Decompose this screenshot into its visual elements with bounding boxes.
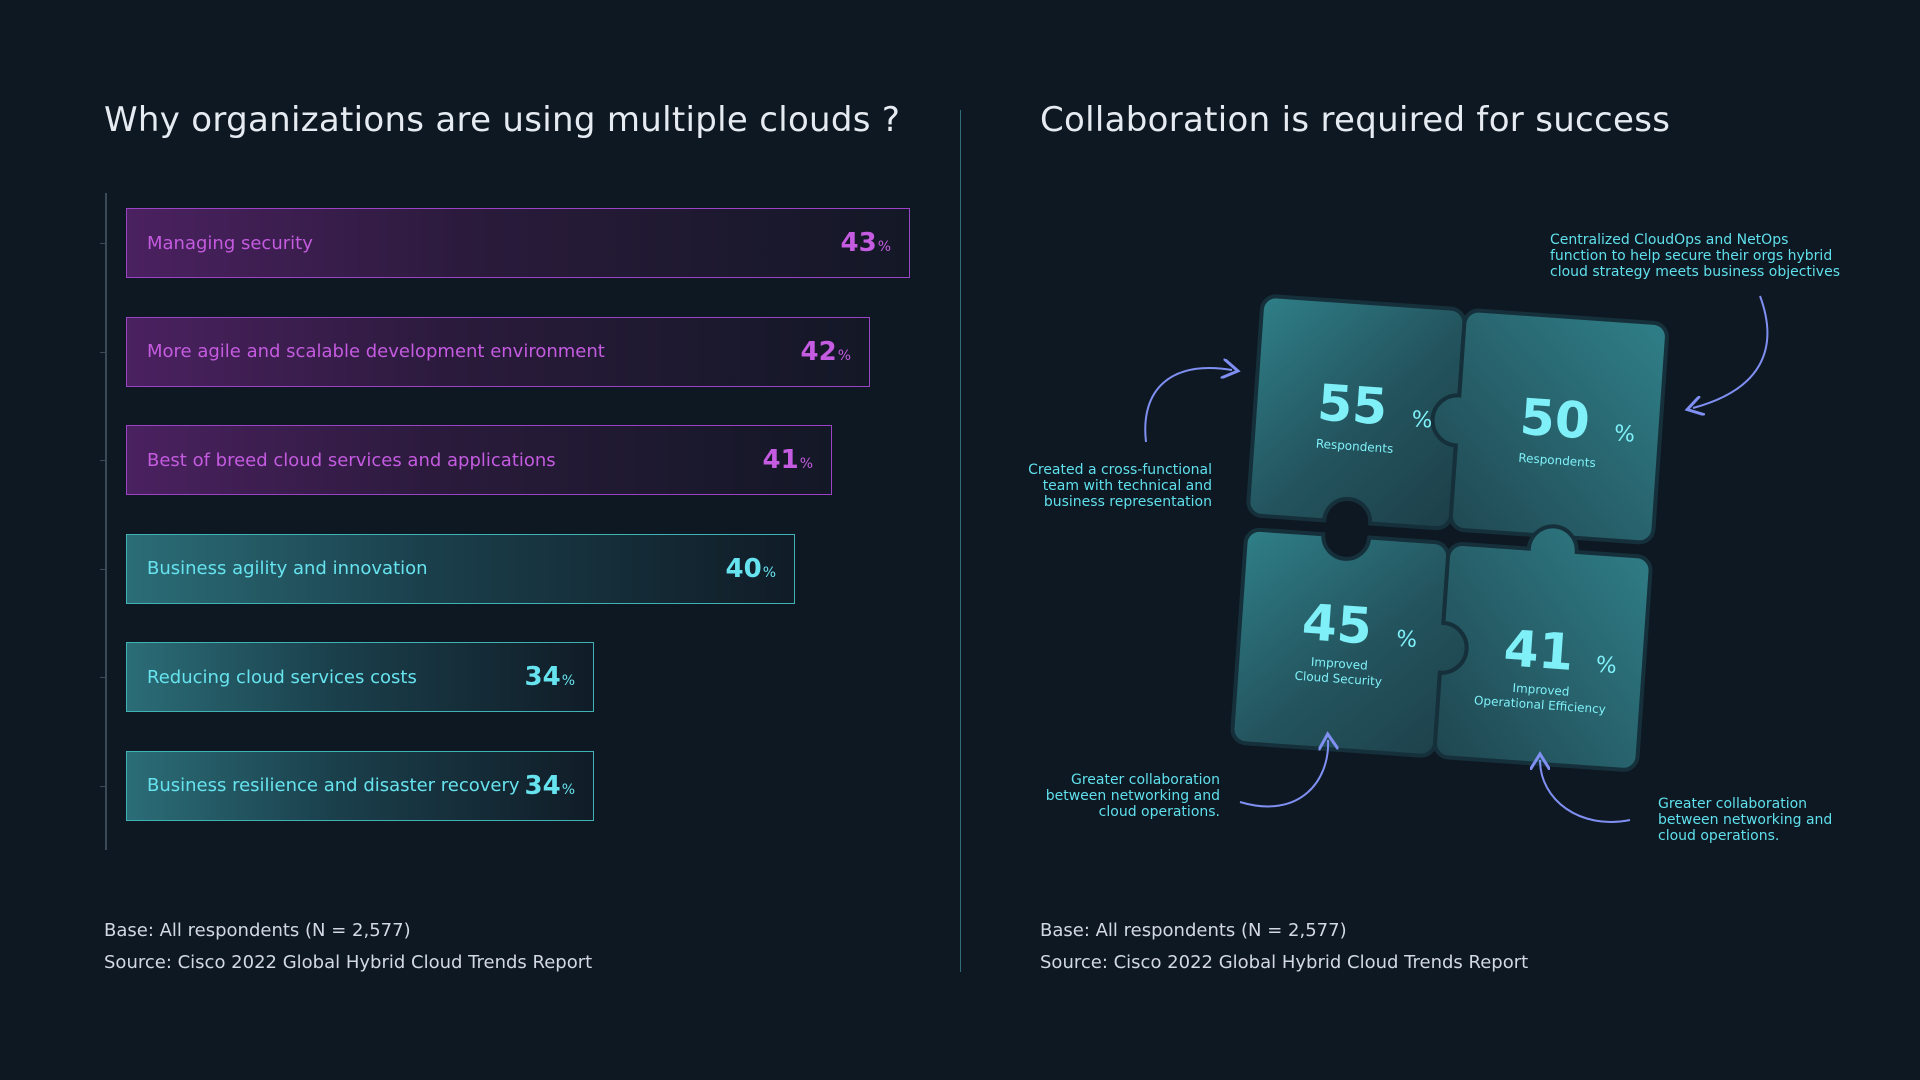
bar-value-unit: % <box>799 456 813 472</box>
bar-value: 34% <box>525 662 576 692</box>
piece-label-50: Respondents <box>1518 451 1596 470</box>
bar-label: Business resilience and disaster recover… <box>147 775 520 796</box>
bar-value-number: 41 <box>762 445 799 475</box>
axis-tick <box>100 677 106 678</box>
bar-value: 43% <box>841 228 892 258</box>
right-panel-title: Collaboration is required for success <box>1040 100 1671 140</box>
puzzle-graphic: 55 % Respondents 50 % Respondents 45 % I… <box>1000 220 1900 860</box>
left-panel-title: Why organizations are using multiple clo… <box>104 100 901 140</box>
bar-value: 42% <box>801 337 852 367</box>
bar-label: Managing security <box>147 232 313 254</box>
chart-axis-line <box>105 193 107 850</box>
bar-label: More agile and scalable development envi… <box>147 341 605 362</box>
bar-value-unit: % <box>837 347 851 364</box>
bar-label: Business agility and innovation <box>147 558 428 579</box>
piece-unit-55: % <box>1411 407 1434 433</box>
note-bottom-right: Greater collaboration between networking… <box>1658 796 1833 844</box>
puzzle-piece-bottom-right <box>1433 524 1653 772</box>
puzzle-svg: 55 % Respondents 50 % Respondents 45 % I… <box>1144 294 1769 823</box>
piece-unit-41: % <box>1595 653 1618 679</box>
right-footer: Base: All respondents (N = 2,577) Source… <box>1040 915 1528 979</box>
bar-value-unit: % <box>762 564 776 581</box>
bar-4: Business agility and innovation 40% <box>126 533 795 604</box>
bar-value-number: 34 <box>524 662 561 692</box>
bar-value-unit: % <box>561 673 575 689</box>
note-bottom-left: Greater collaboration between networking… <box>1045 772 1220 820</box>
bar-2: More agile and scalable development envi… <box>126 316 870 387</box>
piece-label-45-line2: Cloud Security <box>1294 669 1382 689</box>
bar-label: Reducing cloud services costs <box>147 666 417 688</box>
bar-3: Best of breed cloud services and applica… <box>126 425 832 495</box>
bar-6: Business resilience and disaster recover… <box>126 750 594 821</box>
note-top-right: Centralized CloudOps and NetOps function… <box>1550 232 1840 280</box>
bar-5: Reducing cloud services costs 34% <box>126 642 594 712</box>
axis-tick <box>100 785 106 787</box>
bar-value: 40% <box>726 554 777 584</box>
left-source-note: Source: Cisco 2022 Global Hybrid Cloud T… <box>104 952 593 973</box>
piece-label-41-line1: Improved <box>1512 681 1570 699</box>
bar-value-number: 40 <box>725 553 762 584</box>
piece-unit-50: % <box>1613 421 1636 447</box>
arrow-icon-top-right <box>1693 295 1769 408</box>
puzzle-piece-top-right <box>1430 308 1669 545</box>
piece-value-55: 55 <box>1316 374 1389 437</box>
left-footer: Base: All respondents (N = 2,577) Source… <box>104 915 592 979</box>
bar-1: Managing security 43% <box>126 208 910 278</box>
axis-tick <box>100 568 106 570</box>
piece-label-55: Respondents <box>1315 437 1393 456</box>
arrow-icon-bottom-right <box>1540 760 1631 823</box>
bar-value: 41% <box>763 445 814 475</box>
right-source-note: Source: Cisco 2022 Global Hybrid Cloud T… <box>1040 952 1529 973</box>
left-base-note: Base: All respondents (N = 2,577) <box>104 920 411 941</box>
axis-tick <box>100 351 106 353</box>
note-mid-left: Created a cross-functional team with tec… <box>1028 462 1212 510</box>
panel-divider <box>960 110 961 972</box>
piece-value-41: 41 <box>1502 619 1575 682</box>
axis-tick <box>100 460 106 461</box>
arrow-icon-mid-left <box>1144 368 1232 443</box>
bar-value-number: 42 <box>800 336 837 367</box>
right-base-note: Base: All respondents (N = 2,577) <box>1040 920 1347 941</box>
bar-value-unit: % <box>561 781 575 798</box>
arrow-icon-bottom-left <box>1239 740 1328 808</box>
axis-tick <box>100 243 106 244</box>
bar-value-number: 34 <box>524 770 561 801</box>
bar-label: Best of breed cloud services and applica… <box>147 449 556 471</box>
piece-unit-45: % <box>1395 627 1418 653</box>
bar-value-unit: % <box>877 239 891 255</box>
piece-value-50: 50 <box>1518 388 1591 451</box>
piece-value-45: 45 <box>1300 593 1373 656</box>
piece-label-45-line1: Improved <box>1310 655 1368 673</box>
bar-chart: Managing security 43% More agile and scala… <box>100 185 940 855</box>
bar-value-number: 43 <box>840 228 877 258</box>
bar-value: 34% <box>525 771 576 801</box>
